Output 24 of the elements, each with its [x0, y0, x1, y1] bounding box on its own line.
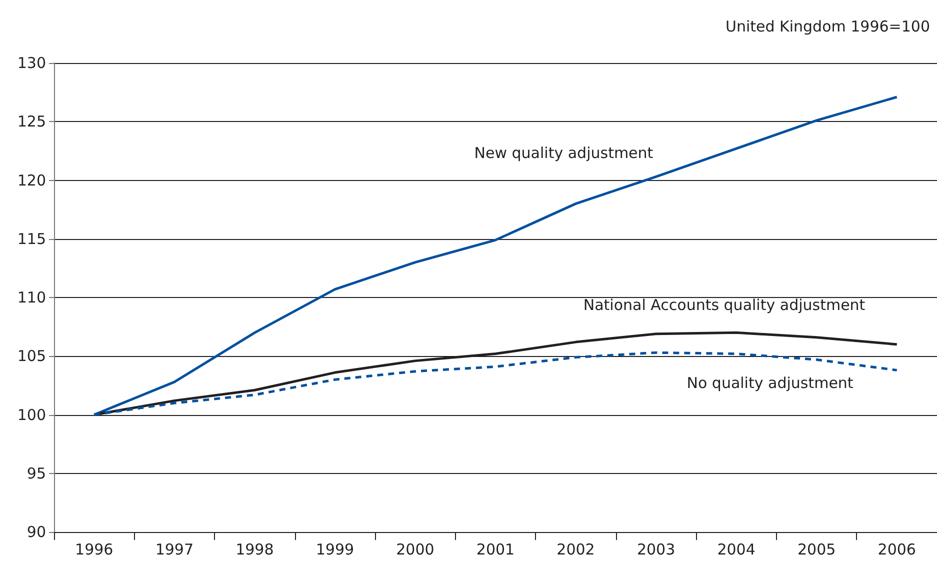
- x-tick-label: 2005: [797, 540, 836, 558]
- x-tick-label: 1997: [155, 540, 194, 558]
- y-tick-label: 95: [26, 464, 46, 482]
- x-tick-label: 2000: [396, 540, 434, 558]
- x-tick-label: 1999: [316, 540, 354, 558]
- x-tick-label: 2003: [636, 540, 676, 558]
- y-tick-label: 120: [17, 171, 46, 190]
- y-tick-label: 100: [17, 406, 46, 424]
- x-tick-label: 1998: [236, 540, 274, 558]
- y-tick-label: 115: [17, 230, 46, 248]
- x-tick-label: 2002: [556, 540, 595, 558]
- x-tick-label: 2006: [878, 540, 916, 558]
- y-tick-label: 90: [26, 523, 46, 541]
- x-tick-label: 1996: [75, 540, 114, 558]
- y-tick-label: 105: [17, 347, 46, 366]
- y-tick-label: 125: [17, 112, 46, 131]
- chart-title: United Kingdom 1996=100: [725, 18, 930, 36]
- y-tick-label: 110: [17, 288, 46, 306]
- x-tick-label: 2001: [476, 540, 515, 558]
- series-label: National Accounts quality adjustment: [583, 296, 866, 314]
- series-label: No quality adjustment: [686, 374, 854, 392]
- y-tick-label: 130: [17, 54, 46, 72]
- x-tick-label: 2004: [717, 540, 756, 558]
- series-label: New quality adjustment: [474, 144, 654, 162]
